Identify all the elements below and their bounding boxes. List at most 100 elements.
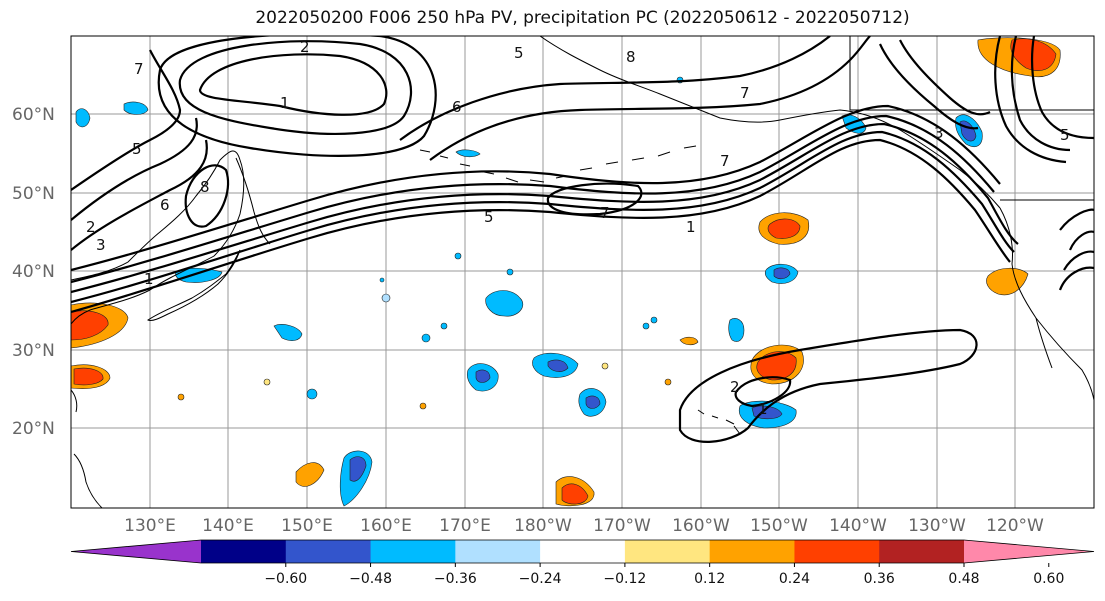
coastline-philippines (73, 453, 103, 508)
latitude-label: 30°N (12, 341, 55, 361)
latitude-label: 50°N (12, 184, 55, 204)
contour-label: 5 (514, 44, 524, 62)
contour-label: 8 (200, 178, 210, 196)
colorbar-tick-label: −0.12 (603, 571, 646, 587)
contour-label: 6 (452, 98, 462, 116)
pv-contour (994, 36, 1067, 164)
colorbar: −0.60 −0.48 −0.36 −0.24 −0.12 0.12 0.24 0.36 0.4… (70, 539, 1095, 587)
contour-label: 1 (280, 94, 290, 112)
precip-negative-region (773, 267, 791, 280)
precip-positive-region (73, 367, 104, 386)
pv-contour (71, 104, 1001, 272)
gridlines (71, 36, 1094, 508)
precip-positive-region (601, 362, 609, 370)
colorbar-tick-label: −0.48 (349, 571, 392, 587)
contour-label: 1 (144, 270, 154, 288)
precip-positive-region (419, 402, 427, 410)
contour-label: 5 (1060, 126, 1070, 144)
pv-contour (1063, 250, 1094, 271)
coastline-hawaii (697, 409, 741, 435)
precip-negative-region (381, 293, 391, 303)
coastline-asia (71, 150, 245, 325)
precip-positive-region (986, 267, 1029, 296)
pv-contour (1068, 230, 1094, 251)
precip-negative-region (585, 395, 601, 409)
contour-label: 1 (686, 218, 696, 236)
contour-label: 2 (86, 218, 96, 236)
pv-contour (899, 39, 991, 116)
precip-positive-region (756, 351, 797, 381)
pv-contour (878, 43, 979, 130)
pv-contour (399, 36, 831, 141)
pv-contour (178, 40, 413, 135)
contour-label: 8 (626, 48, 636, 66)
contour-label: 2 (300, 38, 310, 56)
precip-negative-region (650, 316, 658, 324)
colorbar-segment (285, 540, 372, 563)
precip-positive-region (561, 483, 589, 505)
colorbar-extend-low (71, 540, 201, 563)
colorbar-segment (879, 540, 965, 563)
colorbar-segment (455, 540, 541, 563)
pv-contour (71, 122, 1019, 294)
precip-positive-region (263, 378, 271, 386)
colorbar-segment (794, 540, 880, 563)
colorbar-extend-high (964, 540, 1094, 563)
contour-label: 5 (484, 208, 494, 226)
colorbar-tick-label: −0.36 (434, 571, 477, 587)
longitude-label: 130°E (124, 516, 176, 536)
precip-negative-region (506, 268, 514, 276)
colorbar-tick-label: 0.24 (779, 571, 810, 587)
precip-negative-region (175, 267, 223, 283)
longitude-label: 180°W (514, 516, 572, 536)
contour-label: 3 (96, 236, 106, 254)
contour-label: 7 (720, 152, 730, 170)
coastline-alaska (539, 36, 1001, 209)
colorbar-segment (370, 540, 456, 563)
pv-contour (71, 130, 1015, 304)
latitude-label: 60°N (12, 105, 55, 125)
longitude-label: 150°W (750, 516, 808, 536)
precip-negative-region (273, 324, 303, 341)
colorbar-segment (709, 540, 795, 563)
pv-contour (546, 182, 643, 216)
precip-negative-region (123, 101, 149, 115)
longitude-label: 160°W (672, 516, 730, 536)
precip-positive-region (664, 378, 672, 386)
longitude-label: 170°E (439, 516, 491, 536)
longitude-label: 150°E (281, 516, 333, 536)
contour-label: 3 (934, 124, 944, 142)
latitude-label: 20°N (12, 419, 55, 439)
pv-contour (71, 117, 198, 221)
precip-negative-region (75, 108, 91, 128)
latitude-axis: 60°N 50°N 40°N 30°N 20°N (12, 105, 55, 439)
colorbar-tick-label: 0.36 (864, 571, 895, 587)
precip-negative-region (547, 359, 569, 372)
contour-label: 2 (730, 378, 740, 396)
pv-contour (734, 376, 792, 408)
precip-negative-region (349, 456, 367, 482)
precip-negative-region (728, 318, 745, 342)
colorbar-segment (540, 540, 626, 563)
aleutian-islands (419, 145, 697, 183)
precip-positive-region (767, 218, 801, 239)
pv-contours (71, 36, 1094, 443)
pv-contour (71, 114, 995, 284)
longitude-label: 120°W (986, 516, 1044, 536)
map-area (71, 36, 1094, 508)
precip-negative-region (475, 369, 491, 383)
precip-positive-region (177, 393, 185, 401)
longitude-axis: 130°E 140°E 150°E 160°E 170°E 180°W 170°… (124, 516, 1044, 536)
map-frame (70, 35, 1095, 509)
contour-label: 5 (132, 140, 142, 158)
longitude-label: 170°W (593, 516, 651, 536)
colorbar-tick-label: −0.24 (519, 571, 562, 587)
contour-label: 7 (600, 204, 610, 222)
contour-label: 7 (134, 60, 144, 78)
longitude-label: 140°W (829, 516, 887, 536)
pv-contour (71, 138, 1011, 314)
precip-negative-region (440, 322, 448, 330)
pv-contour (1058, 266, 1094, 291)
contour-label: 1 (758, 400, 768, 418)
